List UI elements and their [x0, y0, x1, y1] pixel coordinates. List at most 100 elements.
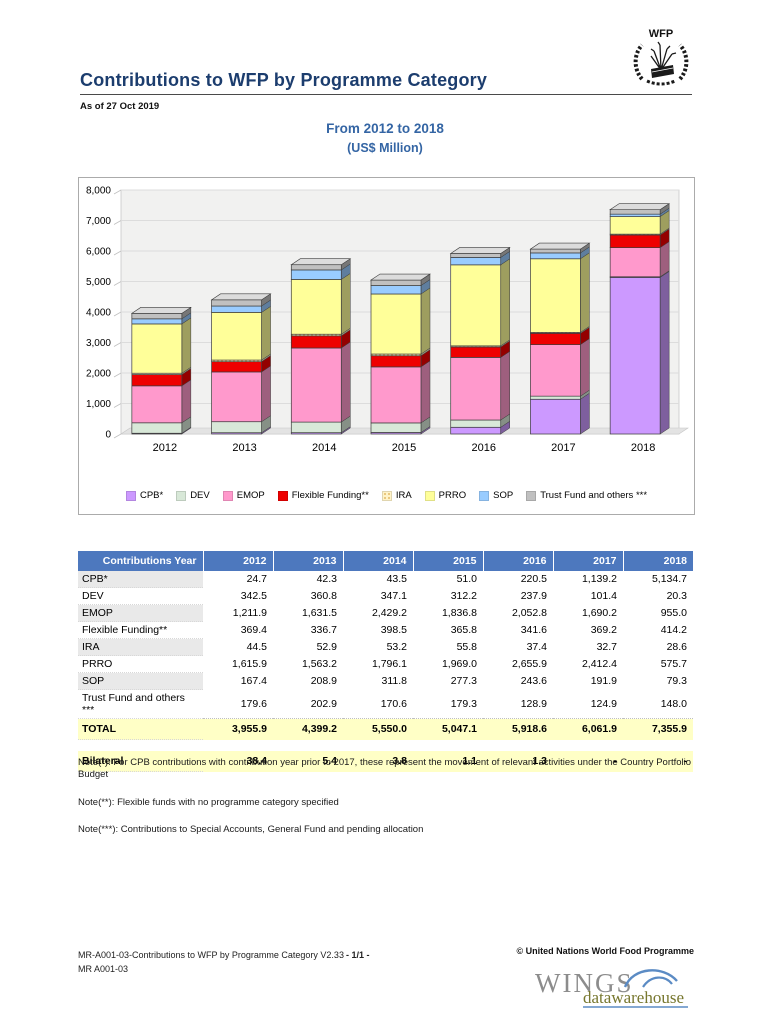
bar-segment: [609, 216, 661, 235]
header-year: 2012: [202, 551, 273, 571]
bar-segment: [370, 355, 422, 368]
legend-item: Trust Fund and others ***: [526, 490, 647, 501]
x-tick-label: 2013: [232, 442, 256, 454]
bar-top: [609, 203, 671, 210]
cell-value: 1,796.1: [371, 658, 407, 670]
cell-value: 1,563.2: [301, 658, 337, 670]
stacked-bar-chart: 0 1,000 2,000 3,000 4,000 5,000 6,000 7,000 8,00…: [79, 182, 694, 487]
cell-value: 170.6: [380, 697, 407, 710]
cell-value: 414.2: [660, 624, 687, 636]
cell-value: 955.0: [660, 607, 687, 619]
bar-segment: [530, 395, 581, 400]
table-row: SOP 167.4 208.9 311.8 277.3 243.6 191.9 79.3: [78, 672, 693, 690]
cell-value: 179.6: [240, 697, 267, 710]
table-row: CPB* 24.7 42.3 43.5 51.0 220.5 1,139.2 5,134.7: [78, 571, 693, 588]
cell-value: 360.8: [310, 590, 337, 602]
wfp-logo-text: WFP: [649, 28, 673, 40]
bilateral-table: Bilateral 38.4 5.4 3.8 1.1 1.3- -: [78, 751, 693, 772]
axis-tick: [113, 433, 122, 439]
bar-side: [580, 338, 590, 397]
bar-side: [500, 258, 510, 347]
axis-tick: [113, 220, 122, 225]
x-tick-label: 2018: [631, 442, 655, 454]
cell-value: 342.5: [240, 590, 267, 602]
axis-tick: [113, 281, 122, 286]
bar-side: [580, 392, 590, 435]
cell-value: 32.7: [596, 641, 617, 653]
bar-segment: [370, 422, 422, 433]
axis-tick: [113, 250, 122, 256]
wings-logo-icon: WINGS datawarehouse: [535, 968, 688, 1008]
axis-tick: [113, 372, 122, 378]
legend-swatch-icon: [381, 490, 392, 501]
row-label: DEV: [78, 587, 203, 605]
total-label: TOTAL: [78, 718, 203, 740]
cell-value: 101.4: [590, 590, 617, 602]
cell-value: 28.6: [666, 641, 687, 653]
bilateral-value: 3.8: [343, 751, 413, 772]
cell-value: 1,211.9: [232, 607, 267, 619]
header-year: 2018: [622, 551, 693, 571]
bilateral-label: Bilateral: [78, 751, 203, 772]
legend-swatch-icon: [526, 490, 537, 501]
bar-segment: [211, 421, 262, 434]
row-label: SOP: [78, 672, 203, 690]
x-tick-label: 2012: [153, 442, 177, 454]
y-tick-label: 3,000: [86, 338, 111, 349]
table-row: DEV 342.5 360.8 347.1 312.2 237.9 101.4 20.3: [78, 587, 693, 605]
axis-tick: [113, 311, 122, 317]
bar-segment: [609, 277, 661, 435]
row-label: Flexible Funding**: [78, 621, 203, 639]
bar-segment: [450, 419, 502, 428]
header-year: 2017: [552, 551, 623, 571]
bar-segment: [450, 426, 502, 435]
row-label: PRRO: [78, 655, 203, 673]
bar-segment: [131, 422, 183, 434]
legend-label: DEV: [190, 490, 210, 501]
legend-swatch-icon: [176, 490, 187, 501]
bar-segment: [609, 209, 661, 215]
total-value: 5,550.0: [343, 718, 413, 740]
row-label: CPB*: [78, 571, 203, 588]
y-tick-label: 4,000: [86, 308, 111, 319]
cell-value: 1,615.9: [231, 658, 267, 670]
bar-segment: [370, 279, 422, 286]
legend-swatch-icon: [424, 490, 435, 501]
cell-value: 347.1: [380, 590, 407, 602]
legend-swatch-icon: [277, 490, 288, 501]
total-row: TOTAL 3,955.9 4,399.2 5,550.0 5,047.1 5,918.6…: [78, 718, 693, 740]
bar-side: [420, 287, 431, 355]
cell-value: 20.3: [666, 590, 687, 602]
table-row: EMOP 1,211.9 1,631.5 2,429.2 1,836.8 2,052.8 1…: [78, 604, 693, 622]
legend-swatch-icon: [125, 490, 136, 501]
total-value: 6,061.9: [553, 718, 623, 740]
legend-label: IRA: [395, 490, 412, 501]
bar-segment: [290, 335, 342, 349]
bar-segment: [530, 252, 581, 260]
contributions-table: Contributions Year 2012 2013 2014 2015 2016 20…: [78, 551, 694, 772]
bar-segment: [450, 346, 502, 358]
cell-value: 369.2: [590, 624, 617, 636]
bilateral-row: Bilateral 38.4 5.4 3.8 1.1 1.3- -: [78, 751, 693, 772]
cell-value: 44.5: [246, 641, 267, 653]
bar-segment: [450, 357, 502, 421]
legend-item: IRA: [381, 490, 412, 501]
wings-logo-text: WINGS: [535, 968, 634, 998]
cell-value: 202.9: [310, 697, 337, 710]
cell-value: 1,139.2: [581, 573, 617, 586]
cell-value: 2,412.4: [581, 658, 617, 670]
bar-segment: [290, 347, 342, 423]
bar-top: [449, 247, 511, 254]
table-row: PRRO 1,615.9 1,563.2 1,796.1 1,969.0 2,655.9 2…: [78, 655, 693, 673]
total-value: 5,918.6: [483, 718, 553, 740]
cell-value: 1,969.0: [441, 658, 477, 670]
wings-datawarehouse-logo: WINGS datawarehouse: [505, 957, 700, 1011]
bar-side: [341, 341, 351, 423]
cell-value: 79.3: [666, 675, 687, 687]
bar-segment: [131, 323, 183, 374]
bar-top: [370, 273, 431, 281]
cell-value: 208.9: [310, 675, 337, 687]
cell-value: 148.0: [660, 697, 687, 710]
legend-label: PRRO: [438, 490, 467, 501]
cell-value: 2,052.8: [511, 607, 547, 619]
